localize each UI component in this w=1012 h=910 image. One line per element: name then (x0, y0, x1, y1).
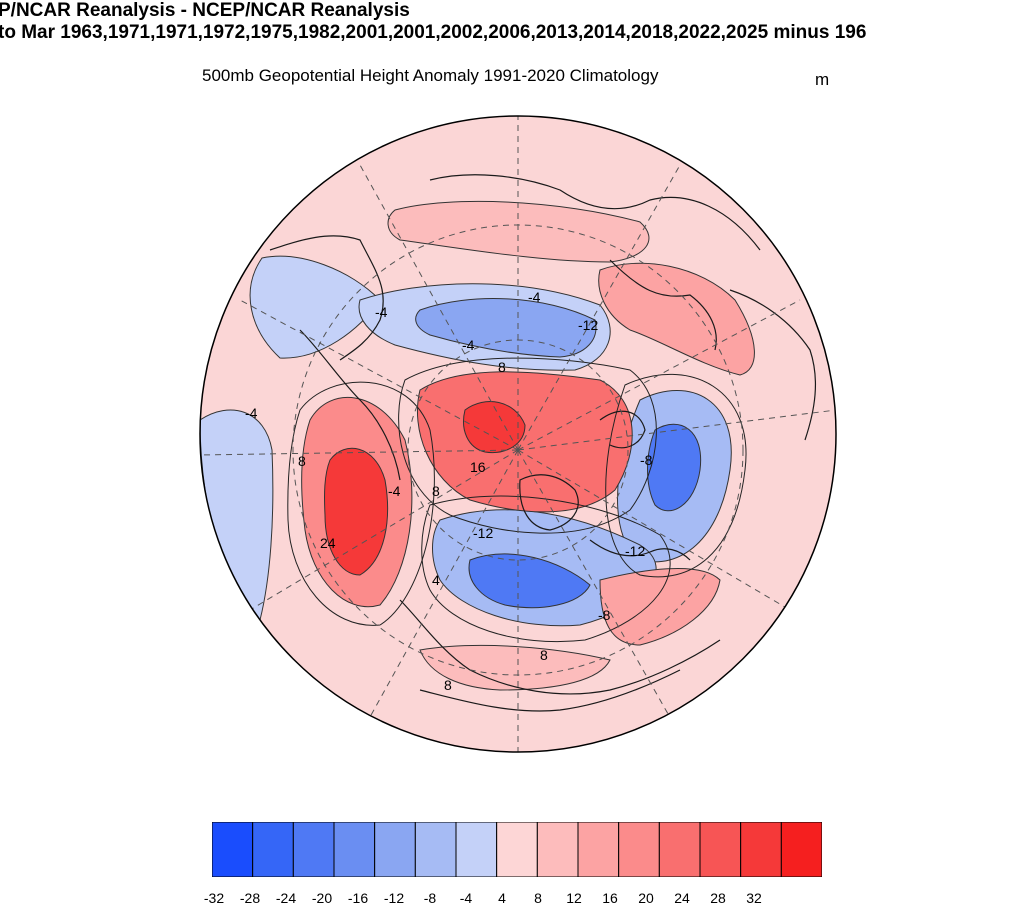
contour-label: 16 (470, 459, 486, 475)
contour-ring (398, 357, 657, 534)
colorbar-swatch (252, 822, 294, 877)
contour-label: 8 (298, 453, 306, 469)
colorbar-tick-label: 4 (498, 890, 506, 906)
map-boundary (199, 115, 837, 753)
meridian-line (517, 299, 801, 451)
colorbar-tick-label: 20 (638, 890, 654, 906)
colorbar-swatch (577, 822, 620, 877)
contour-label: -8 (640, 452, 653, 468)
colorbar-tick-label: -32 (203, 890, 225, 906)
colorbar-swatch (212, 822, 254, 877)
coastline (599, 410, 646, 449)
pos-anomaly-east-pacific-core (324, 447, 389, 576)
colorbar-swatch (618, 822, 660, 877)
neg-anomaly-atlantic-core (647, 423, 702, 512)
contour-label: 8 (540, 647, 548, 663)
meridian-line (249, 449, 519, 611)
colorbar-tick-label: -8 (423, 890, 437, 906)
pos-anomaly-arctic-core (463, 401, 526, 454)
contour-label: -12 (625, 543, 645, 559)
contour-label: -4 (388, 483, 401, 499)
colorbar-swatch (699, 822, 742, 877)
contour-ring (605, 373, 747, 578)
neg-anomaly-west-pacific (249, 255, 381, 359)
contour-label: 8 (432, 483, 440, 499)
contour-label: 4 (432, 572, 440, 588)
contour-label: 24 (320, 535, 336, 551)
neg-anomaly-pacific-core (415, 298, 597, 358)
colorbar-tick-label: 16 (602, 890, 618, 906)
colorbar-swatch (658, 822, 701, 877)
neg-anomaly-siberia-core (468, 553, 591, 609)
coastline (729, 289, 817, 441)
coastline (399, 599, 721, 695)
colorbar-swatch (780, 822, 822, 877)
meridian-line (517, 409, 836, 451)
colorbar-swatch (455, 822, 498, 877)
coastline (609, 259, 717, 351)
colorbar-swatch (496, 822, 538, 877)
colorbar-swatch (740, 822, 782, 877)
contour-label: -4 (375, 304, 388, 320)
contour-ring (421, 495, 671, 643)
colorbar-tick-label: 12 (566, 890, 582, 906)
contour-ring (287, 381, 435, 626)
coastline (419, 669, 681, 712)
contour-label: -4 (528, 289, 541, 305)
map-title: P/NCAR Reanalysis - NCEP/NCAR Reanalysis (0, 0, 410, 21)
coastline (589, 539, 691, 561)
pos-anomaly-south-band (419, 645, 611, 691)
contour-label: -4 (462, 337, 475, 353)
colorbar-tick-label: 28 (710, 890, 726, 906)
coastline (519, 474, 579, 531)
colorbar-swatch (333, 822, 376, 877)
colorbar-tick-label: -4 (459, 890, 473, 906)
coastline (269, 235, 384, 361)
meridian-line (200, 449, 519, 456)
meridian-line (517, 449, 791, 611)
units-label: m (815, 70, 830, 89)
colorbar-tick-label: 8 (534, 890, 542, 906)
colorbar-tick-label: -24 (275, 890, 297, 906)
colorbar-tick-label: -16 (347, 890, 369, 906)
colorbar (212, 822, 822, 877)
colorbar-tick-label: 32 (746, 890, 762, 906)
map-title-dates: to Mar 1963,1971,1971,1972,1975,1982,200… (0, 22, 867, 43)
colorbar-swatch (292, 822, 335, 877)
pos-anomaly-north-band (387, 200, 650, 263)
coastline (299, 329, 401, 481)
colorbar-tick-label: -28 (239, 890, 261, 906)
contour-label: -12 (473, 525, 493, 541)
colorbar-tick-label: -20 (311, 890, 333, 906)
contour-label: -4 (245, 405, 258, 421)
colorbar-swatch (374, 822, 416, 877)
contour-label: 8 (444, 677, 452, 693)
map-subtitle: 500mb Geopotential Height Anomaly 1991-2… (202, 66, 659, 85)
contour-label: 8 (498, 359, 506, 375)
colorbar-swatch (414, 822, 457, 877)
contour-label: -8 (598, 607, 611, 623)
colorbar-labels: -32 -28 -24 -20 -16 -12 -8 -4 4 8 12 16 20 24 28 32 (0, 890, 1012, 910)
coastline (429, 174, 761, 251)
colorbar-tick-label: -12 (383, 890, 405, 906)
colorbar-tick-label: 24 (674, 890, 690, 906)
contour-label: -12 (578, 317, 598, 333)
meridian-line (239, 299, 519, 451)
colorbar-swatch (536, 822, 579, 877)
